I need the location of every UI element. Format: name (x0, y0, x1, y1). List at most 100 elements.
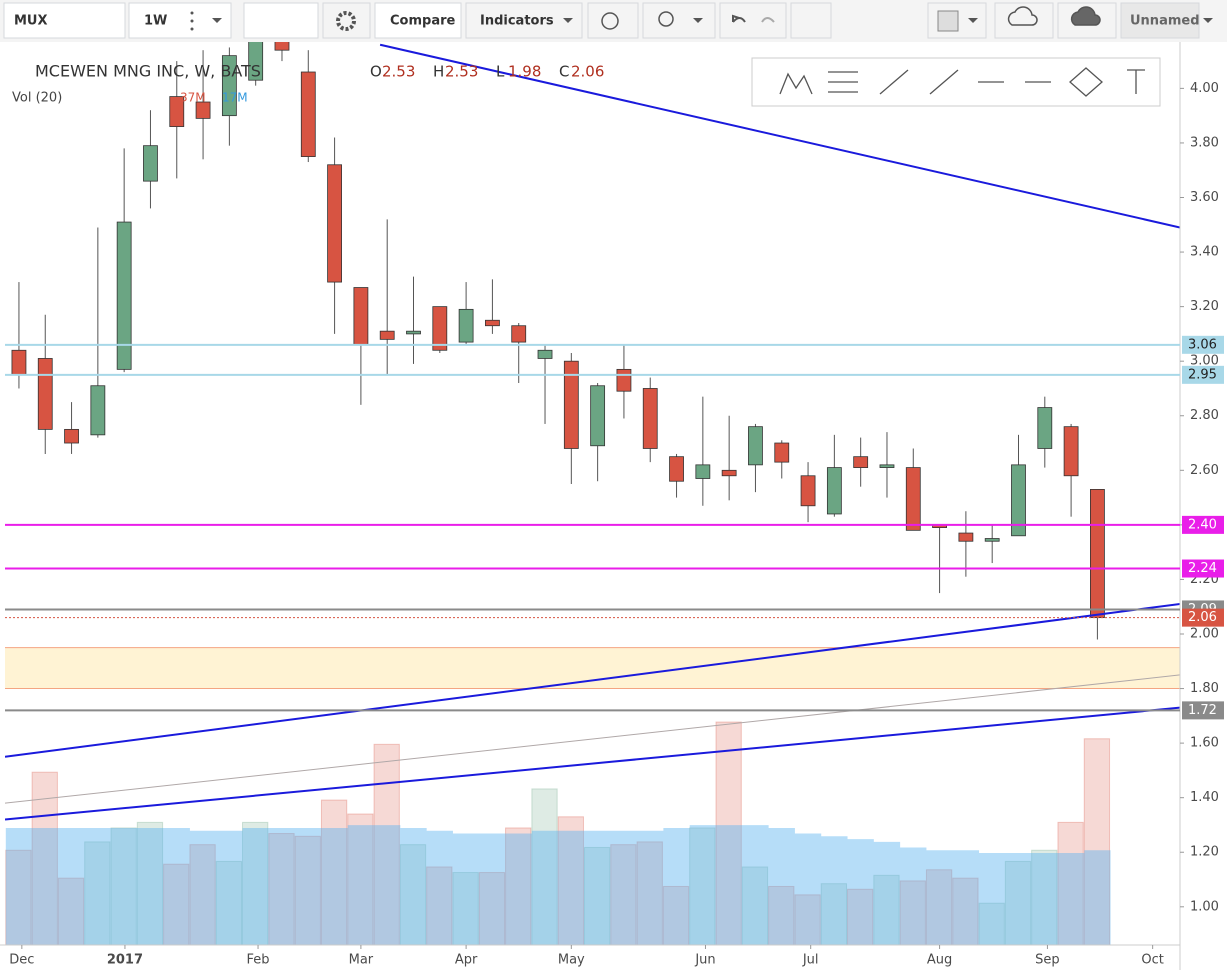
interval[interactable]: 1W (144, 14, 167, 29)
level-tag (1182, 701, 1224, 720)
y-tick-label: 2.80 (1190, 408, 1219, 423)
zone (5, 647, 1180, 689)
x-tick-label: May (558, 953, 585, 968)
chart-type[interactable] (243, 2, 319, 39)
x-tick-label: Jun (694, 953, 715, 968)
bulb-icon (658, 11, 674, 27)
ohlc-letter: O (370, 63, 382, 81)
candle-body (853, 456, 869, 468)
volume-last: 37M (180, 91, 206, 105)
candle-body (590, 385, 606, 447)
y-tick-label: 3.60 (1190, 190, 1219, 205)
volume-bar (925, 869, 953, 945)
x-tick-label: Sep (1035, 953, 1060, 968)
candle-body (274, 42, 290, 51)
indicators[interactable]: Indicators (480, 14, 554, 29)
volume-bar (1057, 821, 1084, 945)
volume-bar (452, 872, 479, 945)
volume-bar (557, 816, 584, 945)
level-label: 2.40 (1188, 517, 1217, 532)
legend: MCEWEN MNG INC, W, BATS Vol (20) 37M 17M… (12, 62, 604, 106)
indicators-btn[interactable] (465, 2, 583, 39)
alert-btn[interactable] (587, 2, 639, 39)
candle-body (642, 388, 658, 449)
trend-line (5, 674, 1180, 804)
candle-body (37, 358, 53, 430)
volume-bar (478, 872, 506, 945)
volume-bar (978, 902, 1005, 945)
candle-body (826, 467, 842, 515)
cloud-up (1070, 6, 1101, 26)
level-label: 2.24 (1188, 561, 1217, 576)
volume-bar (505, 827, 532, 945)
y-tick-label: 2.60 (1190, 463, 1219, 478)
undo-redo[interactable] (719, 2, 787, 39)
level-tag (1182, 559, 1224, 578)
candle-body (1037, 407, 1053, 449)
cloud-down (1007, 6, 1038, 26)
volume-bar (110, 827, 137, 945)
symbol[interactable]: MUX (14, 14, 48, 29)
volume-bar (1004, 860, 1032, 945)
level-label: 3.06 (1188, 337, 1217, 352)
candle-body (379, 330, 395, 340)
ohlc-value: 2.53 (445, 63, 478, 81)
candle-body (748, 426, 763, 466)
candle-body (248, 42, 264, 81)
interval-box[interactable] (128, 2, 232, 39)
volume-bar (373, 743, 400, 945)
load-btn[interactable] (994, 2, 1054, 39)
volume-bar (820, 883, 848, 945)
toolbar: MUX 1W Compare Indicators Unnamed (0, 0, 1227, 42)
candle-body (169, 96, 185, 127)
ohlc-value: 2.53 (382, 63, 415, 81)
fullscreen[interactable] (790, 2, 832, 39)
redo-icon (761, 17, 775, 23)
level-label: 2.06 (1188, 610, 1217, 625)
y-tick-label: 4.00 (1190, 81, 1219, 96)
trend-line (5, 706, 1180, 821)
color-btn[interactable] (927, 2, 987, 39)
drawing-icons[interactable] (779, 67, 1145, 97)
compare[interactable]: Compare (390, 14, 456, 29)
symbol-box[interactable] (3, 2, 126, 39)
volume-bar (899, 880, 926, 945)
volume-bar (689, 827, 716, 945)
save-btn[interactable] (1057, 2, 1117, 39)
y-tick-label: 1.80 (1190, 681, 1219, 696)
y-tick-label: 3.40 (1190, 245, 1219, 260)
volume-bar (320, 799, 348, 945)
y-tick-label: 2.00 (1190, 626, 1219, 641)
ohlc-letter: C (559, 63, 569, 81)
layout-box[interactable] (1120, 2, 1200, 39)
layout-name[interactable]: Unnamed (1130, 14, 1200, 29)
candle-body (11, 349, 27, 376)
trend-line (379, 43, 1180, 229)
volume-bar (136, 821, 164, 945)
candle-body (958, 532, 974, 542)
volume-bar (294, 835, 321, 945)
ohlc-value: 2.06 (571, 63, 604, 81)
volume-bar (426, 866, 453, 945)
y-tick-label: 3.80 (1190, 135, 1219, 150)
settings[interactable] (322, 2, 371, 39)
candle-body (1011, 464, 1026, 537)
candle-body (563, 360, 579, 449)
candle-body (879, 464, 895, 468)
compare-btn[interactable] (374, 2, 462, 39)
level-tag (1182, 515, 1224, 534)
volume-bar (242, 821, 269, 945)
candle-body (90, 385, 106, 436)
x-tick-label: Dec (9, 953, 34, 968)
x-tick-label: Apr (455, 953, 478, 968)
candle-body (695, 464, 711, 479)
ideas-btn[interactable] (642, 2, 716, 39)
candle-body (221, 55, 237, 117)
volume-bar (1083, 738, 1111, 945)
candle-body (485, 319, 500, 327)
x-tick-label: Jul (802, 953, 819, 968)
x-tick-label: Aug (927, 953, 952, 968)
volume-bar (531, 788, 558, 945)
candle-body (616, 368, 632, 392)
